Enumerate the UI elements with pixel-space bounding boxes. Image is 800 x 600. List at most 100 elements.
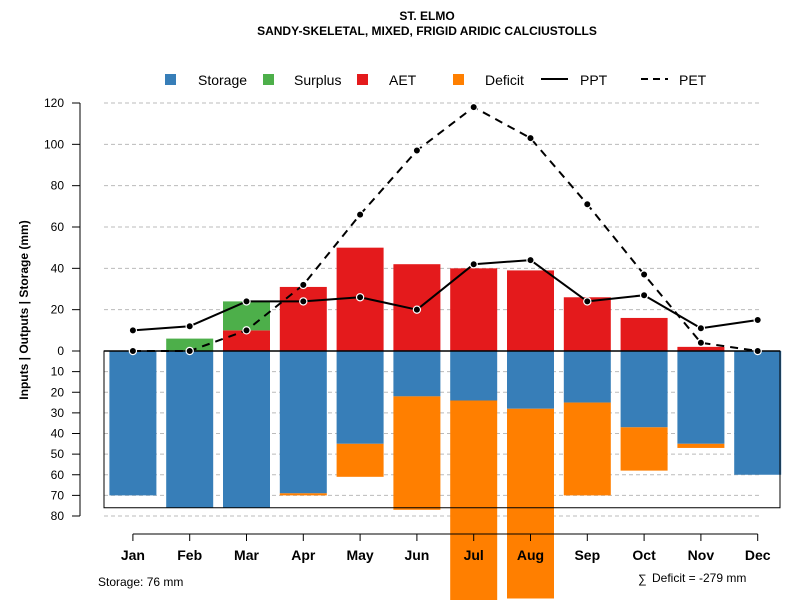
month-label: Jan (121, 547, 145, 563)
storage-bar (734, 351, 782, 475)
storage-bar (279, 351, 327, 494)
month-label: Apr (291, 547, 316, 563)
y-tick-label: 20 (51, 303, 65, 317)
aet-bar (507, 270, 554, 351)
bars (109, 247, 782, 600)
storage-bar (563, 351, 611, 403)
y-tick-label: 120 (44, 96, 64, 110)
footer-storage: Storage: 76 mm (98, 575, 183, 589)
pet-point (639, 270, 649, 279)
deficit-bar (393, 396, 441, 510)
y-tick-label: 40 (51, 427, 65, 441)
y-tick-label: 80 (51, 509, 65, 523)
surplus-bar (166, 338, 214, 351)
y-axis-label: Inputs | Outputs | Storage (mm) (17, 220, 31, 399)
storage-bar (166, 351, 214, 508)
y-tick-label: 60 (51, 220, 65, 234)
pet-point (242, 326, 251, 335)
month-label: Oct (632, 547, 656, 563)
aet-bar (563, 297, 611, 351)
chart-title: ST. ELMO (399, 9, 454, 23)
aet-bar (450, 268, 498, 351)
deficit-bar (563, 402, 611, 496)
ppt-point (583, 297, 592, 306)
legend-swatch-aet (357, 74, 368, 85)
legend-swatch-deficit (453, 74, 464, 85)
legend: Storage Surplus AET Deficit PPT PET (165, 72, 707, 88)
storage-bar (450, 351, 498, 401)
deficit-bar (507, 408, 554, 599)
storage-bar (109, 351, 157, 496)
month-label: Dec (745, 547, 771, 563)
axis-labels: 0 20 40 60 80 100 120 10 20 30 40 50 60 70 80 Jan Feb Mar… (44, 96, 771, 563)
month-label: May (346, 547, 373, 563)
legend-label-deficit: Deficit (485, 72, 524, 88)
pet-point (696, 338, 706, 347)
ppt-point (242, 297, 251, 306)
pet-point (469, 102, 478, 112)
ppt-line (132, 259, 758, 332)
series-lines (128, 102, 762, 356)
storage-bar (336, 351, 384, 444)
aet-bar (279, 286, 327, 351)
month-label: Sep (574, 547, 600, 563)
legend-swatch-storage (165, 74, 176, 85)
aet-bar (677, 346, 725, 351)
legend-label-surplus: Surplus (294, 72, 341, 88)
storage-bar (677, 351, 725, 444)
y-tick-label: 20 (51, 385, 65, 399)
legend-swatch-surplus (263, 74, 274, 85)
surplus-bar (223, 301, 270, 331)
ppt-point (753, 315, 762, 325)
pet-point (526, 133, 535, 143)
storage-bar (223, 351, 270, 508)
y-tick-label: 50 (51, 447, 65, 461)
y-tick-label: 60 (51, 468, 65, 482)
aet-bar (620, 317, 668, 351)
y-tick-label: 40 (51, 261, 65, 275)
ppt-point (412, 305, 422, 314)
y-tick-label: 70 (51, 488, 65, 502)
legend-label-pet: PET (679, 72, 707, 88)
pet-point (412, 146, 422, 155)
month-label: Feb (177, 547, 202, 563)
pet-point (753, 346, 762, 356)
y-tick-label: 100 (44, 137, 64, 151)
deficit-bar (677, 443, 725, 448)
storage-bar (507, 351, 554, 409)
deficit-bar (620, 427, 668, 471)
footer-deficit: Deficit = -279 mm (652, 571, 746, 585)
month-label: Jul (464, 547, 484, 563)
deficit-bar (450, 400, 498, 600)
legend-label-storage: Storage (198, 72, 247, 88)
y-tick-label: 30 (51, 406, 65, 420)
ppt-point (526, 255, 535, 265)
legend-label-ppt: PPT (580, 72, 608, 88)
month-label: Jun (404, 547, 429, 563)
chart-subtitle: SANDY-SKELETAL, MIXED, FRIGID ARIDIC CAL… (257, 24, 597, 38)
pet-point (128, 346, 138, 356)
legend-label-aet: AET (389, 72, 417, 88)
axes (72, 102, 781, 541)
ppt-point (696, 324, 706, 333)
storage-bar (393, 351, 441, 397)
ppt-point (299, 297, 308, 306)
month-label: Nov (688, 547, 715, 563)
ppt-point (185, 322, 194, 331)
deficit-bar (279, 493, 327, 496)
deficit-bar (336, 443, 384, 477)
ppt-point (469, 260, 478, 269)
pet-point (355, 210, 365, 219)
pet-point (583, 200, 592, 209)
y-tick-label: 0 (57, 344, 64, 358)
pet-point (299, 280, 308, 290)
ppt-point (355, 293, 365, 302)
pet-point (185, 346, 194, 356)
storage-bar (620, 351, 668, 428)
sum-symbol: ∑ (638, 572, 647, 586)
ppt-point (128, 326, 138, 335)
y-tick-label: 80 (51, 179, 65, 193)
y-tick-label: 10 (51, 365, 65, 379)
month-label: Mar (234, 547, 259, 563)
